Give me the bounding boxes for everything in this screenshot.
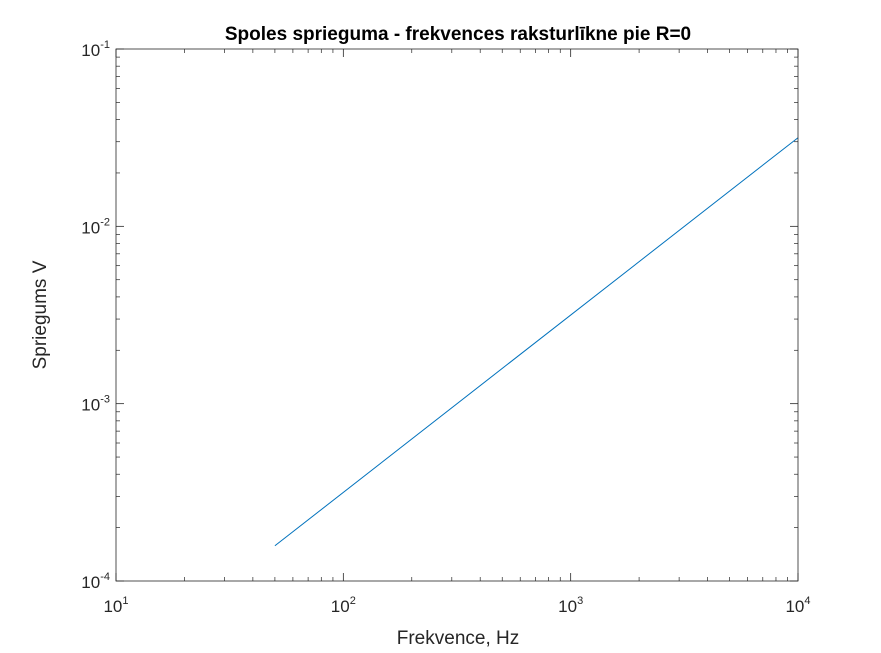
x-axis-label: Frekvence, Hz — [397, 628, 519, 649]
minor-ticks — [116, 49, 798, 581]
x-tick-label: 104 — [785, 595, 810, 616]
x-tick-labels: 101 102 103 104 — [103, 595, 810, 616]
y-axis-label: Spriegums V — [30, 260, 51, 369]
y-tick-labels: 10-4 10-3 10-2 10-1 — [81, 39, 110, 592]
x-tick-label: 101 — [103, 595, 128, 616]
y-tick-label: 10-1 — [81, 39, 110, 60]
axes-box — [115, 48, 799, 582]
x-tick-label: 102 — [331, 595, 356, 616]
chart-title: Spoles sprieguma - frekvences raksturlīk… — [225, 24, 691, 45]
plot-area — [116, 49, 798, 581]
x-tick-label: 103 — [558, 595, 583, 616]
series-layer — [274, 137, 799, 547]
y-tick-label: 10-2 — [81, 216, 110, 237]
y-tick-label: 10-4 — [81, 571, 110, 592]
y-tick-label: 10-3 — [81, 394, 110, 415]
series-line-1 — [274, 137, 799, 547]
